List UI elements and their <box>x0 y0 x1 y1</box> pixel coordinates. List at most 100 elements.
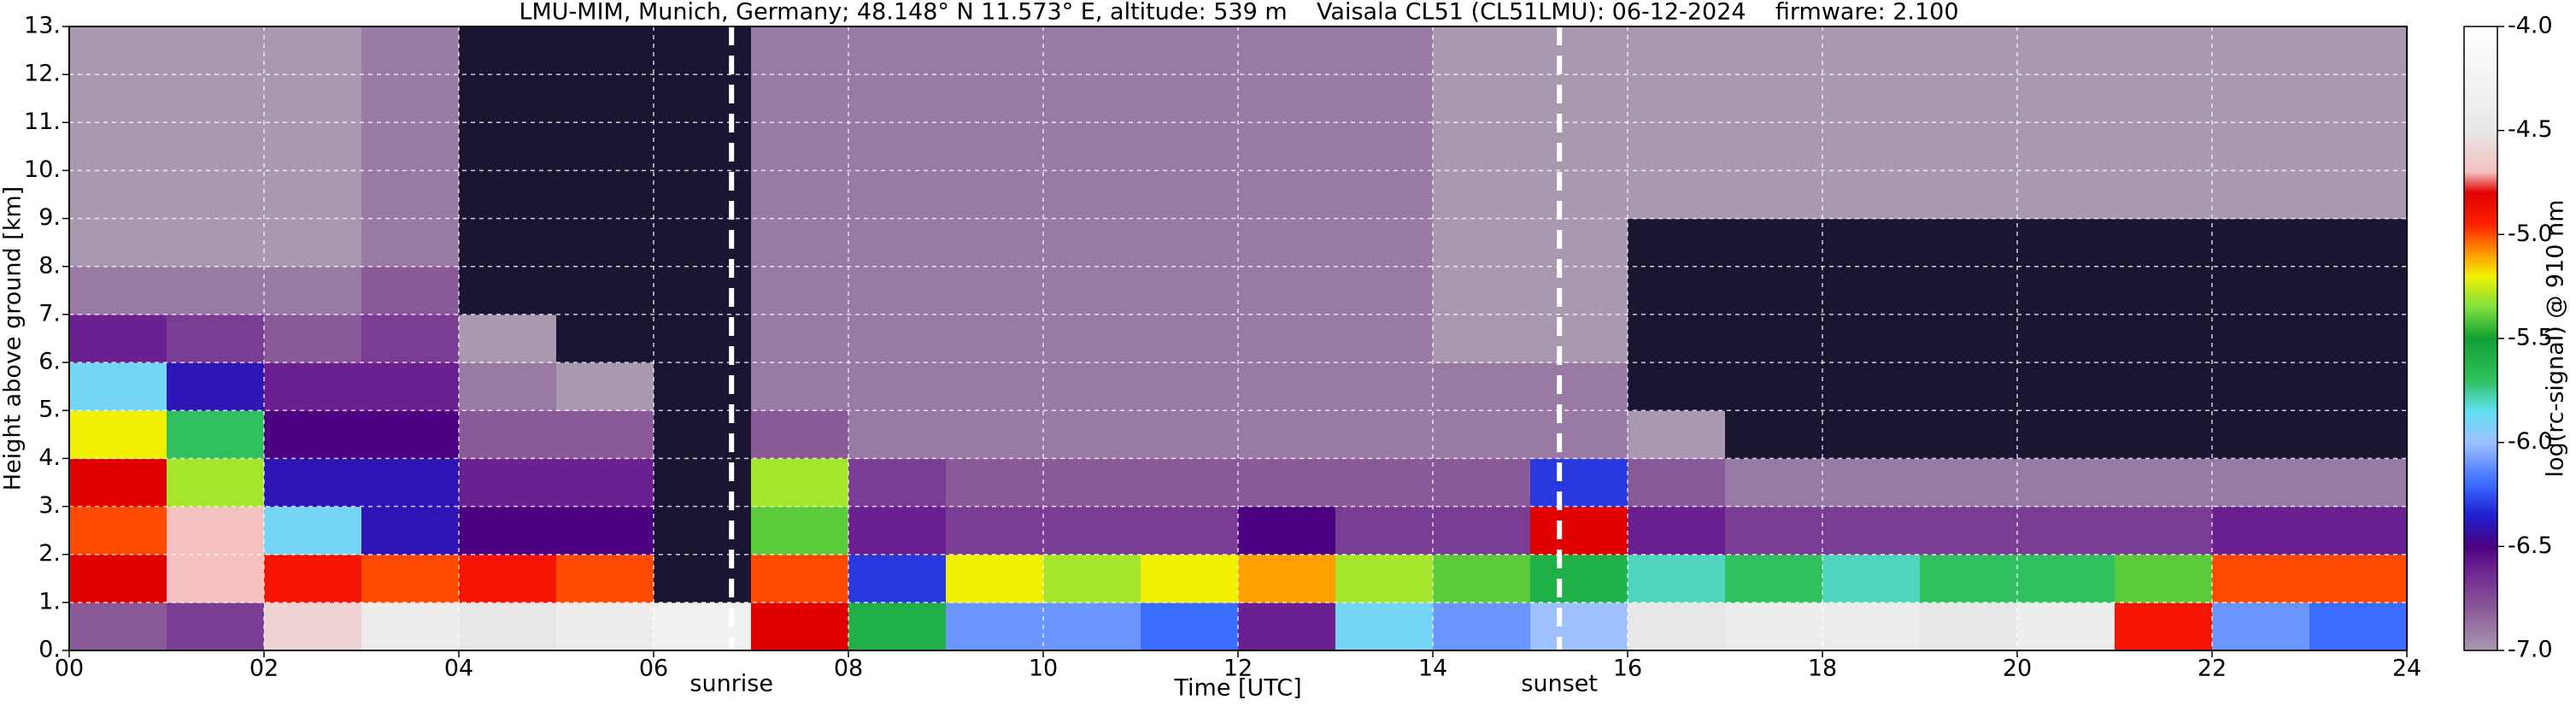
heat-cell <box>69 410 167 459</box>
heat-cell <box>2212 218 2310 268</box>
heat-cell <box>1238 506 1336 556</box>
heat-cell <box>1822 170 1921 220</box>
heat-cell <box>2115 314 2213 363</box>
heat-cell <box>1530 218 1628 268</box>
heat-cell <box>1335 122 1434 171</box>
heat-cell <box>2212 362 2310 411</box>
heat-cell <box>1725 458 1823 508</box>
heat-cell <box>1920 74 2018 123</box>
heat-cell <box>2212 74 2310 123</box>
heat-cell <box>1433 410 1531 459</box>
heat-cell <box>1725 554 1823 603</box>
heat-cell <box>848 506 947 556</box>
heat-cell <box>1141 218 1239 268</box>
heat-cell <box>2309 602 2408 651</box>
heat-cell <box>1433 170 1531 220</box>
heat-cell <box>556 218 654 268</box>
heat-cell <box>751 602 849 651</box>
heat-cell <box>1822 266 1921 315</box>
heat-cell <box>1433 314 1531 363</box>
heat-cell <box>1628 602 1726 651</box>
heat-cell <box>556 122 654 171</box>
heat-cell <box>2309 170 2408 220</box>
heat-cell <box>2212 410 2310 459</box>
heat-cell <box>1335 602 1434 651</box>
heat-cell <box>751 266 849 315</box>
heat-cell <box>1628 506 1726 556</box>
heat-cell <box>1822 410 1921 459</box>
heat-cell <box>1043 266 1141 315</box>
heat-cell <box>361 266 460 315</box>
heat-cell <box>2309 122 2408 171</box>
heat-cell <box>1043 458 1141 508</box>
heat-cell <box>946 458 1044 508</box>
heat-cell <box>459 218 557 268</box>
heat-cell <box>1238 410 1336 459</box>
heat-cell <box>2017 170 2115 220</box>
heat-cell <box>1628 410 1726 459</box>
heat-cell <box>946 26 1044 75</box>
heat-cell <box>1725 314 1823 363</box>
heat-cell <box>751 170 849 220</box>
heat-cell <box>751 362 849 411</box>
colorbar <box>2463 26 2498 651</box>
x-tick-label: 18 <box>1808 656 1837 682</box>
heat-cell <box>1530 506 1628 556</box>
heat-cell <box>69 218 167 268</box>
heat-cell <box>1335 26 1434 75</box>
heat-cell <box>1725 506 1823 556</box>
heat-cell <box>361 362 460 411</box>
heat-cell <box>848 458 947 508</box>
plot-frame <box>68 26 2408 651</box>
heat-cell <box>556 554 654 603</box>
heat-cell <box>459 362 557 411</box>
heat-cell <box>69 458 167 508</box>
heat-cell <box>654 170 752 220</box>
heat-cell <box>1725 74 1823 123</box>
heat-cell <box>167 266 265 315</box>
heat-cell <box>1141 410 1239 459</box>
heat-cell <box>69 74 167 123</box>
heat-cell <box>1920 458 2018 508</box>
heat-cell <box>2115 362 2213 411</box>
heat-cell <box>167 26 265 75</box>
heat-cell <box>167 218 265 268</box>
heat-cell <box>2017 602 2115 651</box>
heat-cell <box>751 122 849 171</box>
heat-cell <box>1822 74 1921 123</box>
heat-cell <box>264 458 362 508</box>
heat-cell <box>946 410 1044 459</box>
heat-cell <box>361 314 460 363</box>
heat-cell <box>1238 554 1336 603</box>
heat-cell <box>2115 122 2213 171</box>
heat-cell <box>1822 26 1921 75</box>
heat-cell <box>361 410 460 459</box>
heat-cell <box>69 26 167 75</box>
heat-cell <box>751 458 849 508</box>
heat-cell <box>2309 554 2408 603</box>
heat-cell <box>1530 170 1628 220</box>
heat-cell <box>1725 170 1823 220</box>
heat-cell <box>2115 410 2213 459</box>
heat-cell <box>751 554 849 603</box>
heat-cell <box>1530 410 1628 459</box>
heat-cell <box>1043 506 1141 556</box>
heat-cell <box>654 218 752 268</box>
heat-cell <box>1530 362 1628 411</box>
heat-cell <box>264 266 362 315</box>
heat-cell <box>361 602 460 651</box>
y-axis-label: Height above ground [km] <box>0 186 26 491</box>
heat-cell <box>2017 506 2115 556</box>
heat-cell <box>1433 554 1531 603</box>
y-tick-label: 12. <box>24 61 61 87</box>
heat-cell <box>2115 26 2213 75</box>
heat-cell <box>2017 122 2115 171</box>
heat-cell <box>1920 314 2018 363</box>
heat-cell <box>1530 554 1628 603</box>
heat-cell <box>848 170 947 220</box>
heat-cell <box>1335 410 1434 459</box>
heat-cell <box>1433 506 1531 556</box>
heat-cell <box>1822 458 1921 508</box>
heat-cell <box>2115 602 2213 651</box>
colorbar-tick-label: -6.5 <box>2508 532 2553 559</box>
